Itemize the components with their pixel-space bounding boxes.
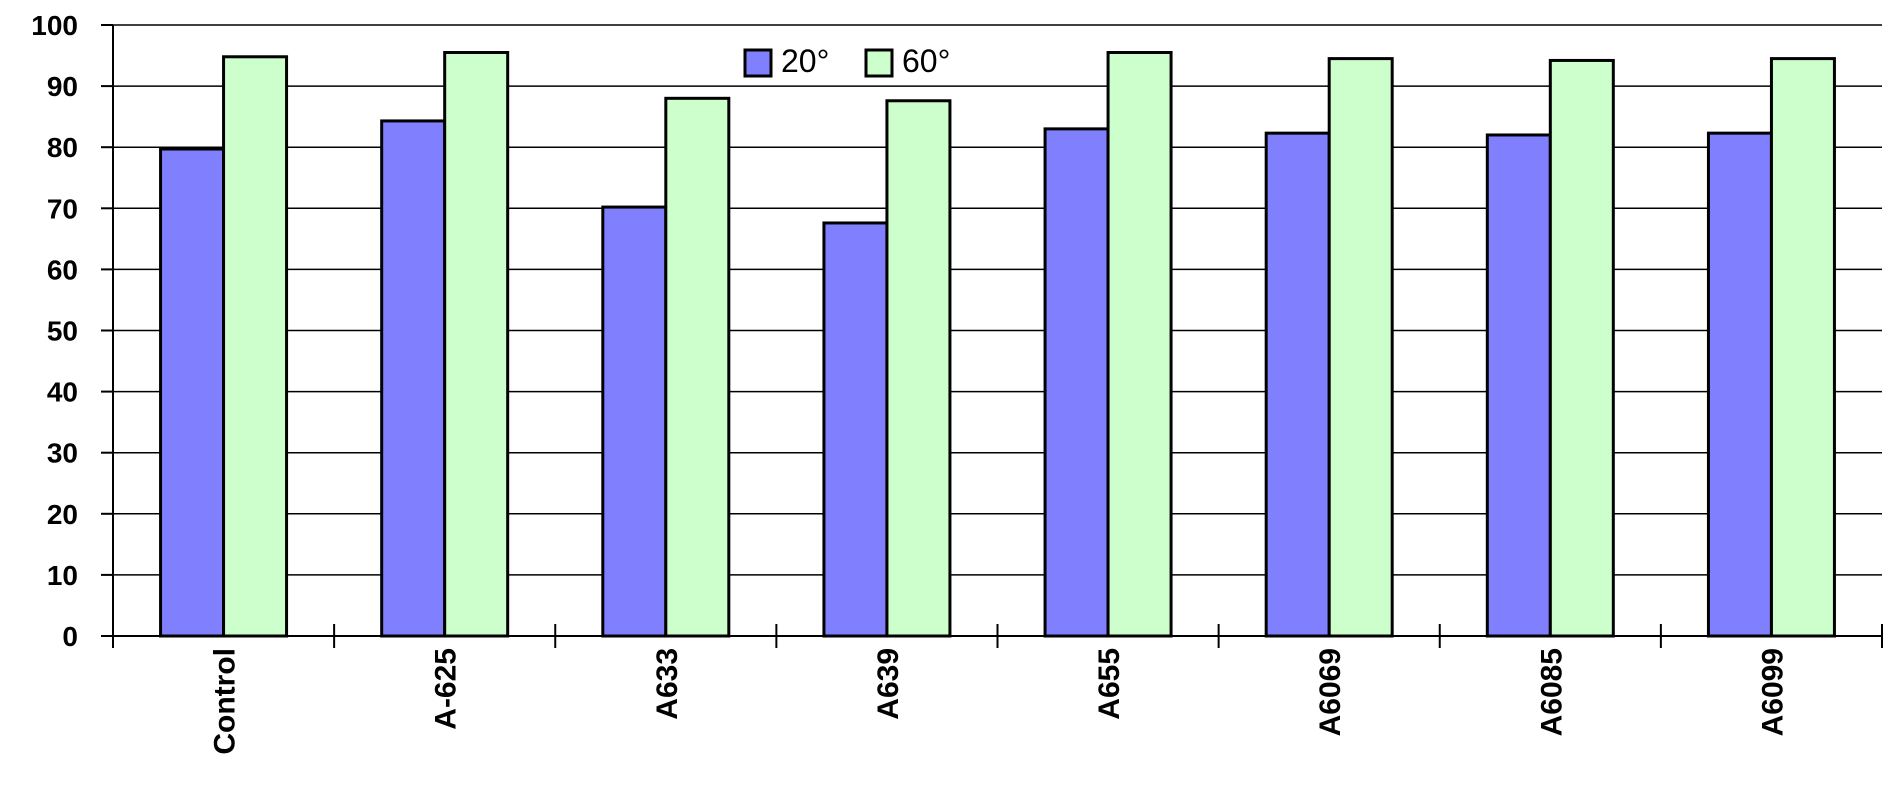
bar-control-series0 (159, 147, 226, 638)
gridlines (101, 24, 1882, 637)
bar-a6099-series1 (1769, 57, 1836, 638)
x-category-label: A6085 (1535, 648, 1568, 736)
x-category-label: A655 (1093, 648, 1126, 720)
y-axis-tick-labels: 0 10 20 30 40 50 60 70 80 90 100 (31, 10, 78, 652)
bar-a633-series1 (664, 96, 731, 638)
x-category-label: A639 (872, 648, 905, 720)
legend-label-20deg: 20° (781, 43, 829, 79)
legend-swatch-20deg (743, 48, 773, 78)
bar-control-series1 (222, 55, 289, 638)
bar-a625-series1 (443, 50, 510, 638)
y-tick-label: 10 (47, 560, 78, 591)
y-tick-label: 20 (47, 499, 78, 530)
bar-a655-series0 (1043, 127, 1110, 638)
y-tick-label: 100 (31, 10, 78, 41)
x-category-label: A6099 (1756, 648, 1789, 736)
bar-a625-series0 (380, 119, 447, 638)
legend-label-60deg: 60° (902, 43, 950, 79)
x-axis-category-labels: Control A-625 A633 A639 A655 A6069 A6085 A6099 (209, 648, 1790, 755)
y-tick-label: 0 (62, 621, 78, 652)
bars (159, 50, 1836, 638)
y-tick-label: 90 (47, 71, 78, 102)
x-category-label: A6069 (1314, 648, 1347, 736)
bar-a6085-series1 (1548, 58, 1615, 638)
bar-a655-series1 (1106, 50, 1173, 638)
axes (112, 25, 1883, 648)
y-tick-label: 40 (47, 377, 78, 408)
legend-swatch-60deg (864, 48, 894, 78)
bar-a6069-series1 (1327, 57, 1394, 638)
legend: 20° 60° (743, 43, 950, 79)
y-tick-label: 30 (47, 438, 78, 469)
y-tick-label: 70 (47, 193, 78, 224)
bar-a633-series0 (601, 205, 668, 638)
x-category-label: A633 (651, 648, 684, 720)
y-tick-label: 50 (47, 316, 78, 347)
x-category-label: Control (209, 648, 242, 755)
bar-a639-series1 (885, 99, 952, 638)
x-category-label: A-625 (430, 648, 463, 730)
bar-a639-series0 (822, 221, 889, 638)
y-tick-label: 80 (47, 132, 78, 163)
bar-a6069-series0 (1264, 131, 1331, 638)
bar-a6099-series0 (1706, 131, 1773, 638)
bar-a6085-series0 (1485, 133, 1552, 638)
y-tick-label: 60 (47, 254, 78, 285)
